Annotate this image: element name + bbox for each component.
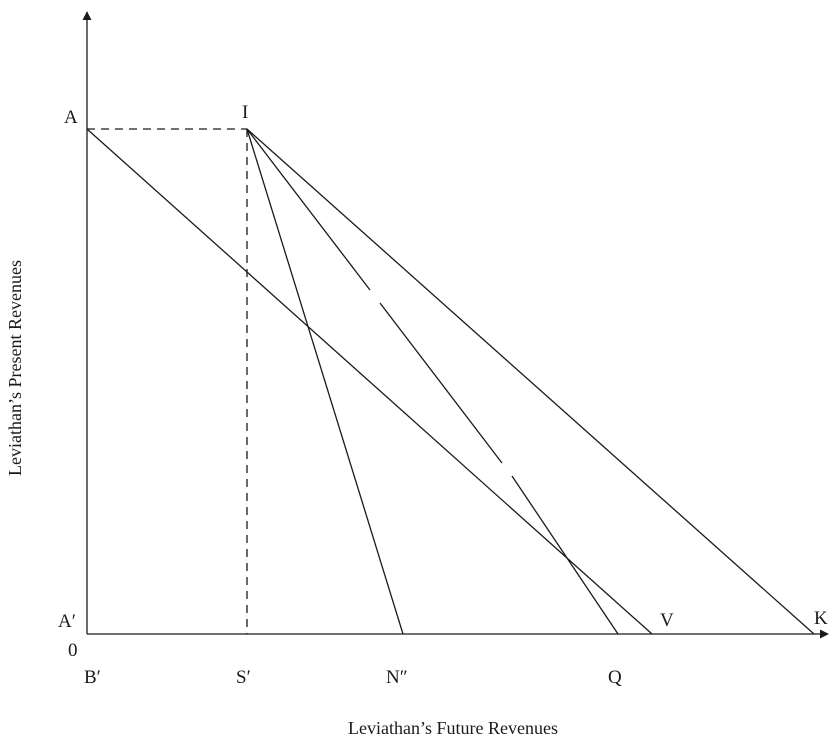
line-I-Q bbox=[246, 128, 619, 635]
label-I: I bbox=[242, 102, 248, 123]
x-axis-title: Leviathan’s Future Revenues bbox=[348, 718, 558, 738]
label-A-prime: A′ bbox=[58, 611, 76, 632]
label-K: K bbox=[814, 608, 828, 629]
label-A: A bbox=[64, 107, 78, 128]
line-I-Q-segment-1 bbox=[246, 128, 371, 291]
y-axis-title: Leviathan’s Present Revenues bbox=[5, 260, 25, 476]
line-I-N-double-prime bbox=[246, 128, 404, 635]
label-origin: 0 bbox=[68, 640, 78, 661]
label-B-prime: B′ bbox=[84, 667, 101, 688]
label-Q: Q bbox=[608, 667, 622, 688]
label-V: V bbox=[660, 610, 674, 631]
line-A-V bbox=[86, 128, 653, 635]
line-I-K bbox=[246, 128, 815, 635]
line-I-Q-segment-2 bbox=[379, 302, 503, 464]
label-S-prime: S′ bbox=[236, 667, 251, 688]
line-I-Q-segment-3 bbox=[511, 475, 619, 635]
label-N-double-prime: N″ bbox=[386, 667, 408, 688]
